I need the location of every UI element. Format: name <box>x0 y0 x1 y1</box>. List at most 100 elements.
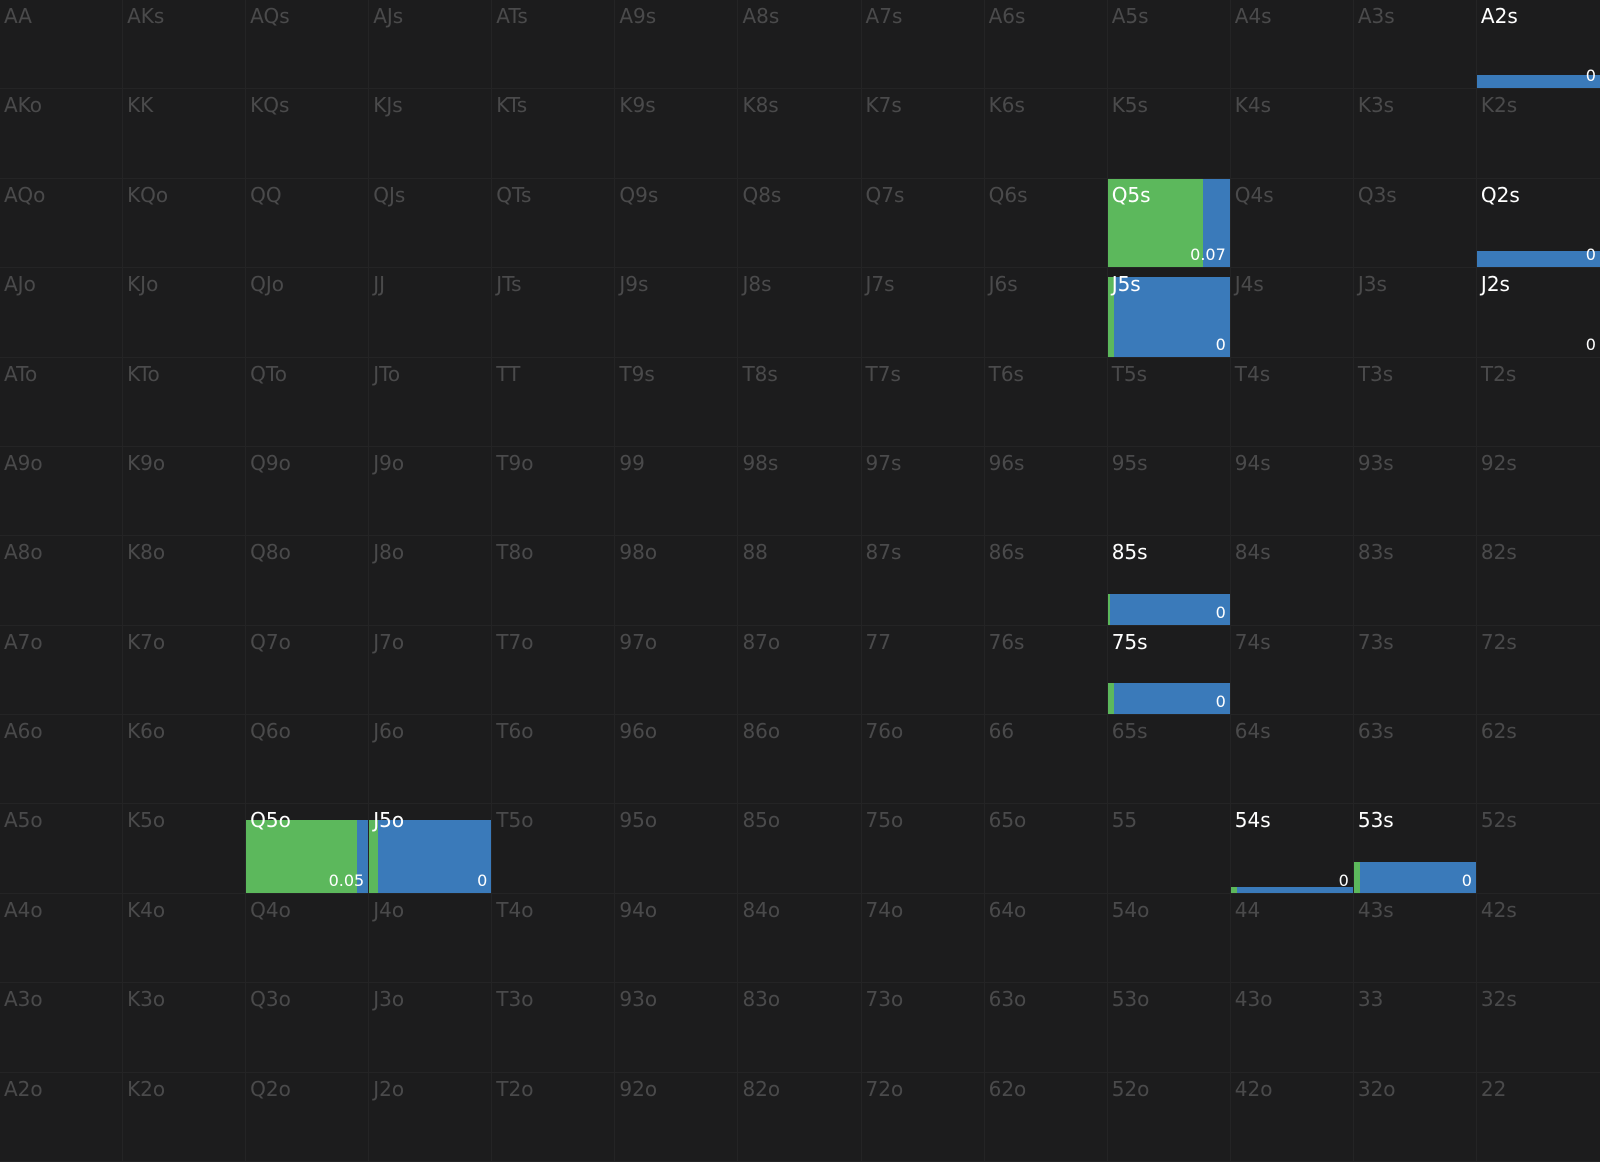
hand-cell-92o[interactable]: 92o <box>615 1072 739 1162</box>
hand-cell-a5o[interactable]: A5o <box>0 804 124 894</box>
hand-cell-k4o[interactable]: K4o <box>123 893 247 984</box>
hand-cell-q2s[interactable]: Q2s 0 <box>1476 179 1600 269</box>
hand-cell-qjo[interactable]: QJo <box>246 268 370 358</box>
hand-cell-j7o[interactable]: J7o <box>369 625 493 716</box>
hand-cell-t7o[interactable]: T7o <box>492 625 616 716</box>
hand-cell-85s[interactable]: 85s 0 <box>1107 536 1231 626</box>
hand-cell-43s[interactable]: 43s <box>1353 893 1477 984</box>
hand-cell-88[interactable]: 88 <box>738 536 862 626</box>
hand-cell-76s[interactable]: 76s <box>984 625 1108 716</box>
hand-cell-72o[interactable]: 72o <box>861 1072 985 1162</box>
hand-cell-aa[interactable]: AA <box>0 0 124 90</box>
hand-cell-74s[interactable]: 74s <box>1230 625 1354 716</box>
hand-cell-ats[interactable]: ATs <box>492 0 616 90</box>
hand-cell-j9o[interactable]: J9o <box>369 446 493 537</box>
hand-cell-ajs[interactable]: AJs <box>369 0 493 90</box>
hand-cell-k4s[interactable]: K4s <box>1230 89 1354 179</box>
hand-cell-64o[interactable]: 64o <box>984 893 1108 984</box>
hand-cell-kqo[interactable]: KQo <box>123 178 247 269</box>
hand-cell-a9s[interactable]: A9s <box>615 0 739 90</box>
hand-cell-t6s[interactable]: T6s <box>984 357 1108 447</box>
hand-cell-t4s[interactable]: T4s <box>1230 357 1354 447</box>
hand-cell-t4o[interactable]: T4o <box>492 893 616 984</box>
hand-cell-a3o[interactable]: A3o <box>0 983 124 1073</box>
hand-cell-96o[interactable]: 96o <box>615 715 739 805</box>
hand-cell-54o[interactable]: 54o <box>1107 893 1231 984</box>
hand-cell-73s[interactable]: 73s <box>1353 625 1477 716</box>
hand-cell-98s[interactable]: 98s <box>738 446 862 537</box>
hand-cell-63o[interactable]: 63o <box>984 983 1108 1073</box>
hand-cell-k2o[interactable]: K2o <box>123 1072 247 1162</box>
hand-cell-t2o[interactable]: T2o <box>492 1072 616 1162</box>
hand-cell-a6s[interactable]: A6s <box>984 0 1108 90</box>
hand-cell-aks[interactable]: AKs <box>123 0 247 90</box>
hand-cell-93o[interactable]: 93o <box>615 983 739 1073</box>
hand-cell-tt[interactable]: TT <box>492 357 616 447</box>
hand-cell-k9o[interactable]: K9o <box>123 446 247 537</box>
hand-cell-kts[interactable]: KTs <box>492 89 616 179</box>
hand-cell-t2s[interactable]: T2s <box>1476 358 1600 447</box>
hand-cell-jj[interactable]: JJ <box>369 268 493 358</box>
hand-cell-kto[interactable]: KTo <box>123 357 247 447</box>
hand-cell-j7s[interactable]: J7s <box>861 268 985 358</box>
hand-cell-63s[interactable]: 63s <box>1353 715 1477 805</box>
hand-cell-76o[interactable]: 76o <box>861 715 985 805</box>
hand-cell-kqs[interactable]: KQs <box>246 89 370 179</box>
hand-cell-j9s[interactable]: J9s <box>615 268 739 358</box>
hand-cell-q8s[interactable]: Q8s <box>738 178 862 269</box>
hand-cell-a8s[interactable]: A8s <box>738 0 862 90</box>
hand-cell-52o[interactable]: 52o <box>1107 1072 1231 1162</box>
hand-cell-j8s[interactable]: J8s <box>738 268 862 358</box>
hand-cell-j4o[interactable]: J4o <box>369 893 493 984</box>
hand-cell-75o[interactable]: 75o <box>861 804 985 894</box>
hand-cell-74o[interactable]: 74o <box>861 893 985 984</box>
hand-cell-62s[interactable]: 62s <box>1476 715 1600 805</box>
hand-cell-52s[interactable]: 52s <box>1476 804 1600 894</box>
hand-cell-43o[interactable]: 43o <box>1230 983 1354 1073</box>
hand-cell-t5o[interactable]: T5o <box>492 804 616 894</box>
hand-cell-t8o[interactable]: T8o <box>492 536 616 626</box>
hand-cell-q7o[interactable]: Q7o <box>246 625 370 716</box>
hand-cell-83o[interactable]: 83o <box>738 983 862 1073</box>
hand-cell-65s[interactable]: 65s <box>1107 715 1231 805</box>
hand-cell-q6o[interactable]: Q6o <box>246 715 370 805</box>
hand-cell-a4o[interactable]: A4o <box>0 893 124 984</box>
hand-cell-82s[interactable]: 82s <box>1476 536 1600 626</box>
hand-cell-75s[interactable]: 75s 0 <box>1107 625 1231 716</box>
hand-cell-a5s[interactable]: A5s <box>1107 0 1231 90</box>
hand-cell-87s[interactable]: 87s <box>861 536 985 626</box>
hand-cell-kjo[interactable]: KJo <box>123 268 247 358</box>
hand-cell-44[interactable]: 44 <box>1230 893 1354 984</box>
hand-cell-a7o[interactable]: A7o <box>0 625 124 716</box>
hand-cell-65o[interactable]: 65o <box>984 804 1108 894</box>
hand-cell-94o[interactable]: 94o <box>615 893 739 984</box>
hand-cell-k3o[interactable]: K3o <box>123 983 247 1073</box>
hand-cell-k3s[interactable]: K3s <box>1353 89 1477 179</box>
hand-cell-86s[interactable]: 86s <box>984 536 1108 626</box>
hand-cell-qto[interactable]: QTo <box>246 357 370 447</box>
hand-cell-a9o[interactable]: A9o <box>0 446 124 537</box>
hand-cell-kk[interactable]: KK <box>123 89 247 179</box>
hand-cell-22[interactable]: 22 <box>1476 1073 1600 1162</box>
hand-cell-k6o[interactable]: K6o <box>123 715 247 805</box>
hand-cell-73o[interactable]: 73o <box>861 983 985 1073</box>
hand-cell-q3s[interactable]: Q3s <box>1353 178 1477 269</box>
hand-cell-jts[interactable]: JTs <box>492 268 616 358</box>
hand-cell-q9s[interactable]: Q9s <box>615 178 739 269</box>
hand-cell-k2s[interactable]: K2s <box>1476 89 1600 179</box>
hand-cell-53o[interactable]: 53o <box>1107 983 1231 1073</box>
hand-cell-k5s[interactable]: K5s <box>1107 89 1231 179</box>
hand-cell-83s[interactable]: 83s <box>1353 536 1477 626</box>
hand-cell-j4s[interactable]: J4s <box>1230 268 1354 358</box>
hand-cell-33[interactable]: 33 <box>1353 983 1477 1073</box>
hand-cell-q8o[interactable]: Q8o <box>246 536 370 626</box>
hand-cell-j8o[interactable]: J8o <box>369 536 493 626</box>
hand-cell-a3s[interactable]: A3s <box>1353 0 1477 90</box>
hand-cell-j2s[interactable]: J2s 0 <box>1476 268 1600 358</box>
hand-cell-72s[interactable]: 72s <box>1476 626 1600 716</box>
hand-cell-qts[interactable]: QTs <box>492 178 616 269</box>
hand-cell-k7o[interactable]: K7o <box>123 625 247 716</box>
hand-cell-98o[interactable]: 98o <box>615 536 739 626</box>
hand-cell-j5o[interactable]: J5o 0 <box>369 804 493 894</box>
hand-cell-j5s[interactable]: J5s 0 <box>1107 268 1231 358</box>
